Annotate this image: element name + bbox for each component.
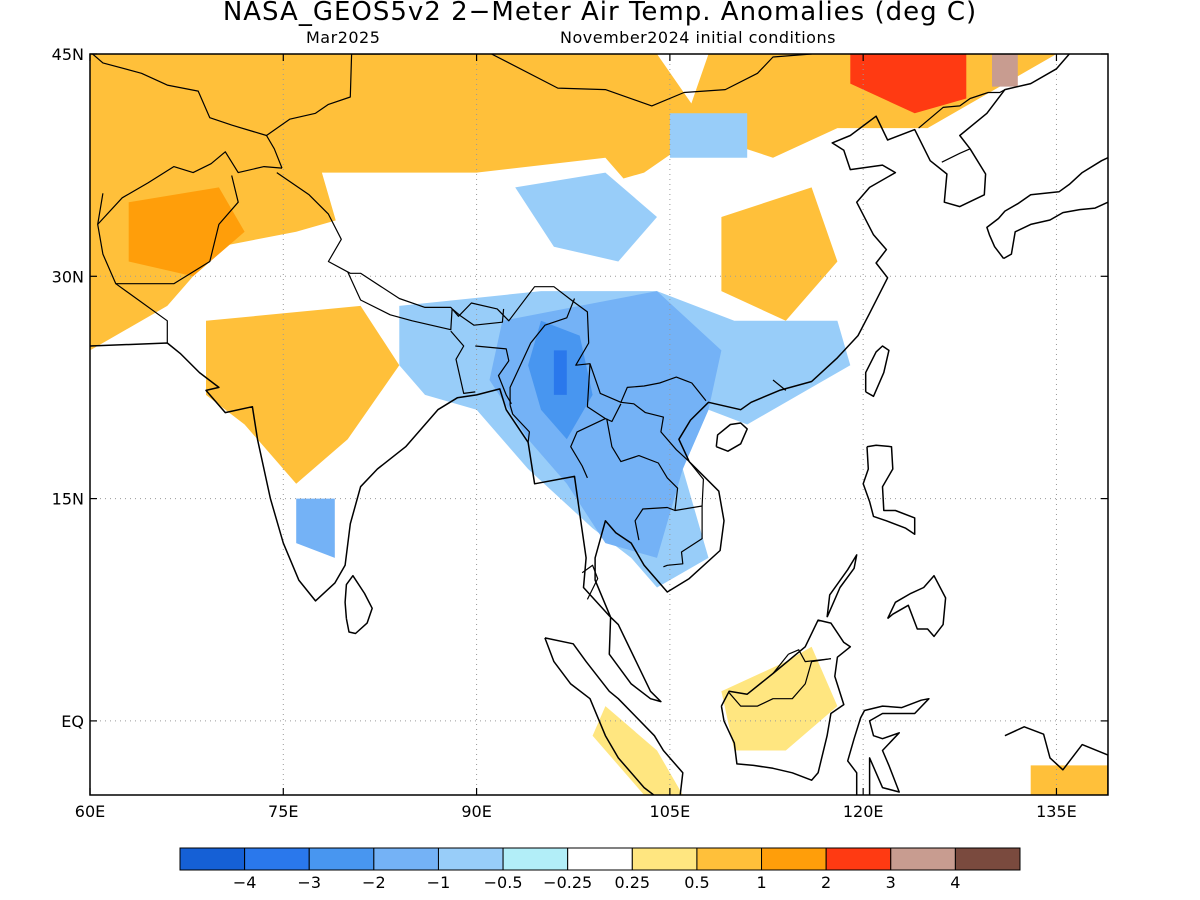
anomaly-region-south-india-cool	[296, 498, 335, 558]
legend-label: −0.5	[484, 873, 523, 892]
anomaly-region-new-guinea-warm	[1030, 765, 1108, 795]
country-border	[941, 148, 971, 163]
country-border	[276, 172, 707, 403]
anomaly-fields	[90, 54, 1108, 795]
axis-tick-labels: 45N 30N 15N EQ 60E 75E 90E 105E 120E 135E	[52, 45, 1108, 821]
coastline	[826, 554, 858, 618]
coastline	[886, 574, 947, 638]
lat-tick-label: 45N	[52, 45, 84, 64]
country-border	[451, 308, 505, 326]
country-border	[634, 506, 676, 541]
anomaly-region-northeast-hot	[850, 54, 967, 114]
color-legend: −4 −3 −2 −1 −0.5 −0.25 0.25 0.5 1 2 3 4	[179, 847, 1021, 892]
legend-swatch	[761, 847, 827, 871]
country-border	[97, 193, 168, 343]
legend-label: 4	[950, 873, 960, 892]
country-border	[772, 653, 789, 674]
legend-swatch	[567, 847, 633, 871]
legend-label: 2	[821, 873, 831, 892]
anomaly-region-tibet-cool	[515, 172, 657, 262]
legend-swatch	[890, 847, 956, 871]
anomaly-region-north-china-cool	[669, 113, 748, 158]
initial-conditions: November2024 initial conditions	[560, 28, 836, 47]
lat-tick-label: 30N	[52, 267, 84, 286]
legend-swatch	[825, 847, 892, 871]
coastline	[846, 697, 930, 795]
anomaly-region-myanmar-colder	[553, 350, 567, 395]
country-border	[351, 54, 381, 55]
lat-tick-label: 15N	[52, 490, 84, 509]
country-border	[115, 175, 239, 285]
coastline	[544, 637, 684, 795]
coastline	[864, 345, 890, 398]
country-border	[475, 345, 512, 405]
country-border	[620, 401, 705, 507]
country-border	[266, 54, 353, 136]
lon-tick-label: 135E	[1036, 802, 1077, 821]
country-border	[581, 564, 599, 600]
legend-label: 3	[886, 873, 896, 892]
coastline	[90, 54, 1070, 703]
anomaly-region-south-china-warm	[721, 187, 838, 321]
legend-swatch	[179, 847, 246, 871]
country-borders	[92, 54, 1006, 707]
lon-tick-label: 105E	[650, 802, 691, 821]
country-border	[606, 418, 703, 568]
anomaly-region-northwest-orange	[128, 187, 245, 277]
lon-tick-label: 60E	[75, 802, 105, 821]
anomaly-region-sumatra-warm	[592, 706, 683, 795]
legend-swatch	[437, 847, 504, 871]
country-border	[347, 271, 453, 331]
lat-tick-label: EQ	[61, 712, 84, 731]
legend-swatch	[244, 847, 310, 871]
legend-swatch	[954, 847, 1021, 871]
country-border	[728, 658, 831, 707]
legend-label: 1	[756, 873, 766, 892]
lon-tick-label: 75E	[268, 802, 298, 821]
country-border	[490, 54, 813, 107]
country-border	[570, 418, 606, 479]
country-border	[92, 54, 283, 169]
country-border	[509, 298, 576, 406]
country-border	[509, 405, 531, 443]
coastlines	[90, 54, 1108, 795]
legend-label: −1	[427, 873, 451, 892]
anomaly-region-india-warm	[206, 305, 400, 484]
coastline	[986, 157, 1108, 259]
country-border	[97, 151, 283, 225]
map-frame	[89, 53, 1109, 796]
coastline	[720, 619, 852, 781]
forecast-month: Mar2025	[306, 28, 381, 47]
legend-swatch	[373, 847, 439, 871]
map-title: NASA_GEOS5v2 2−Meter Air Temp. Anomalies…	[222, 0, 978, 27]
legend-label: −4	[233, 873, 257, 892]
country-border	[450, 330, 476, 394]
legend-label: 0.5	[684, 873, 709, 892]
coastline	[715, 422, 748, 452]
legend-label: 0.25	[614, 873, 650, 892]
graticule	[90, 54, 1108, 795]
legend-swatch	[502, 847, 569, 871]
lon-tick-label: 90E	[461, 802, 491, 821]
legend-swatch	[696, 847, 763, 871]
legend-label: −3	[297, 873, 321, 892]
lon-tick-label: 120E	[843, 802, 884, 821]
legend-swatch	[631, 847, 698, 871]
legend-label: −0.25	[543, 873, 592, 892]
coastline	[862, 444, 916, 535]
legend-label: −2	[362, 873, 386, 892]
country-border	[918, 89, 1006, 129]
coastline	[344, 574, 373, 635]
coastline	[1004, 726, 1108, 795]
legend-swatch	[308, 847, 375, 871]
country-border	[772, 379, 787, 391]
anomaly-region-northeast-extreme	[992, 54, 1018, 87]
coastline	[1003, 201, 1108, 260]
